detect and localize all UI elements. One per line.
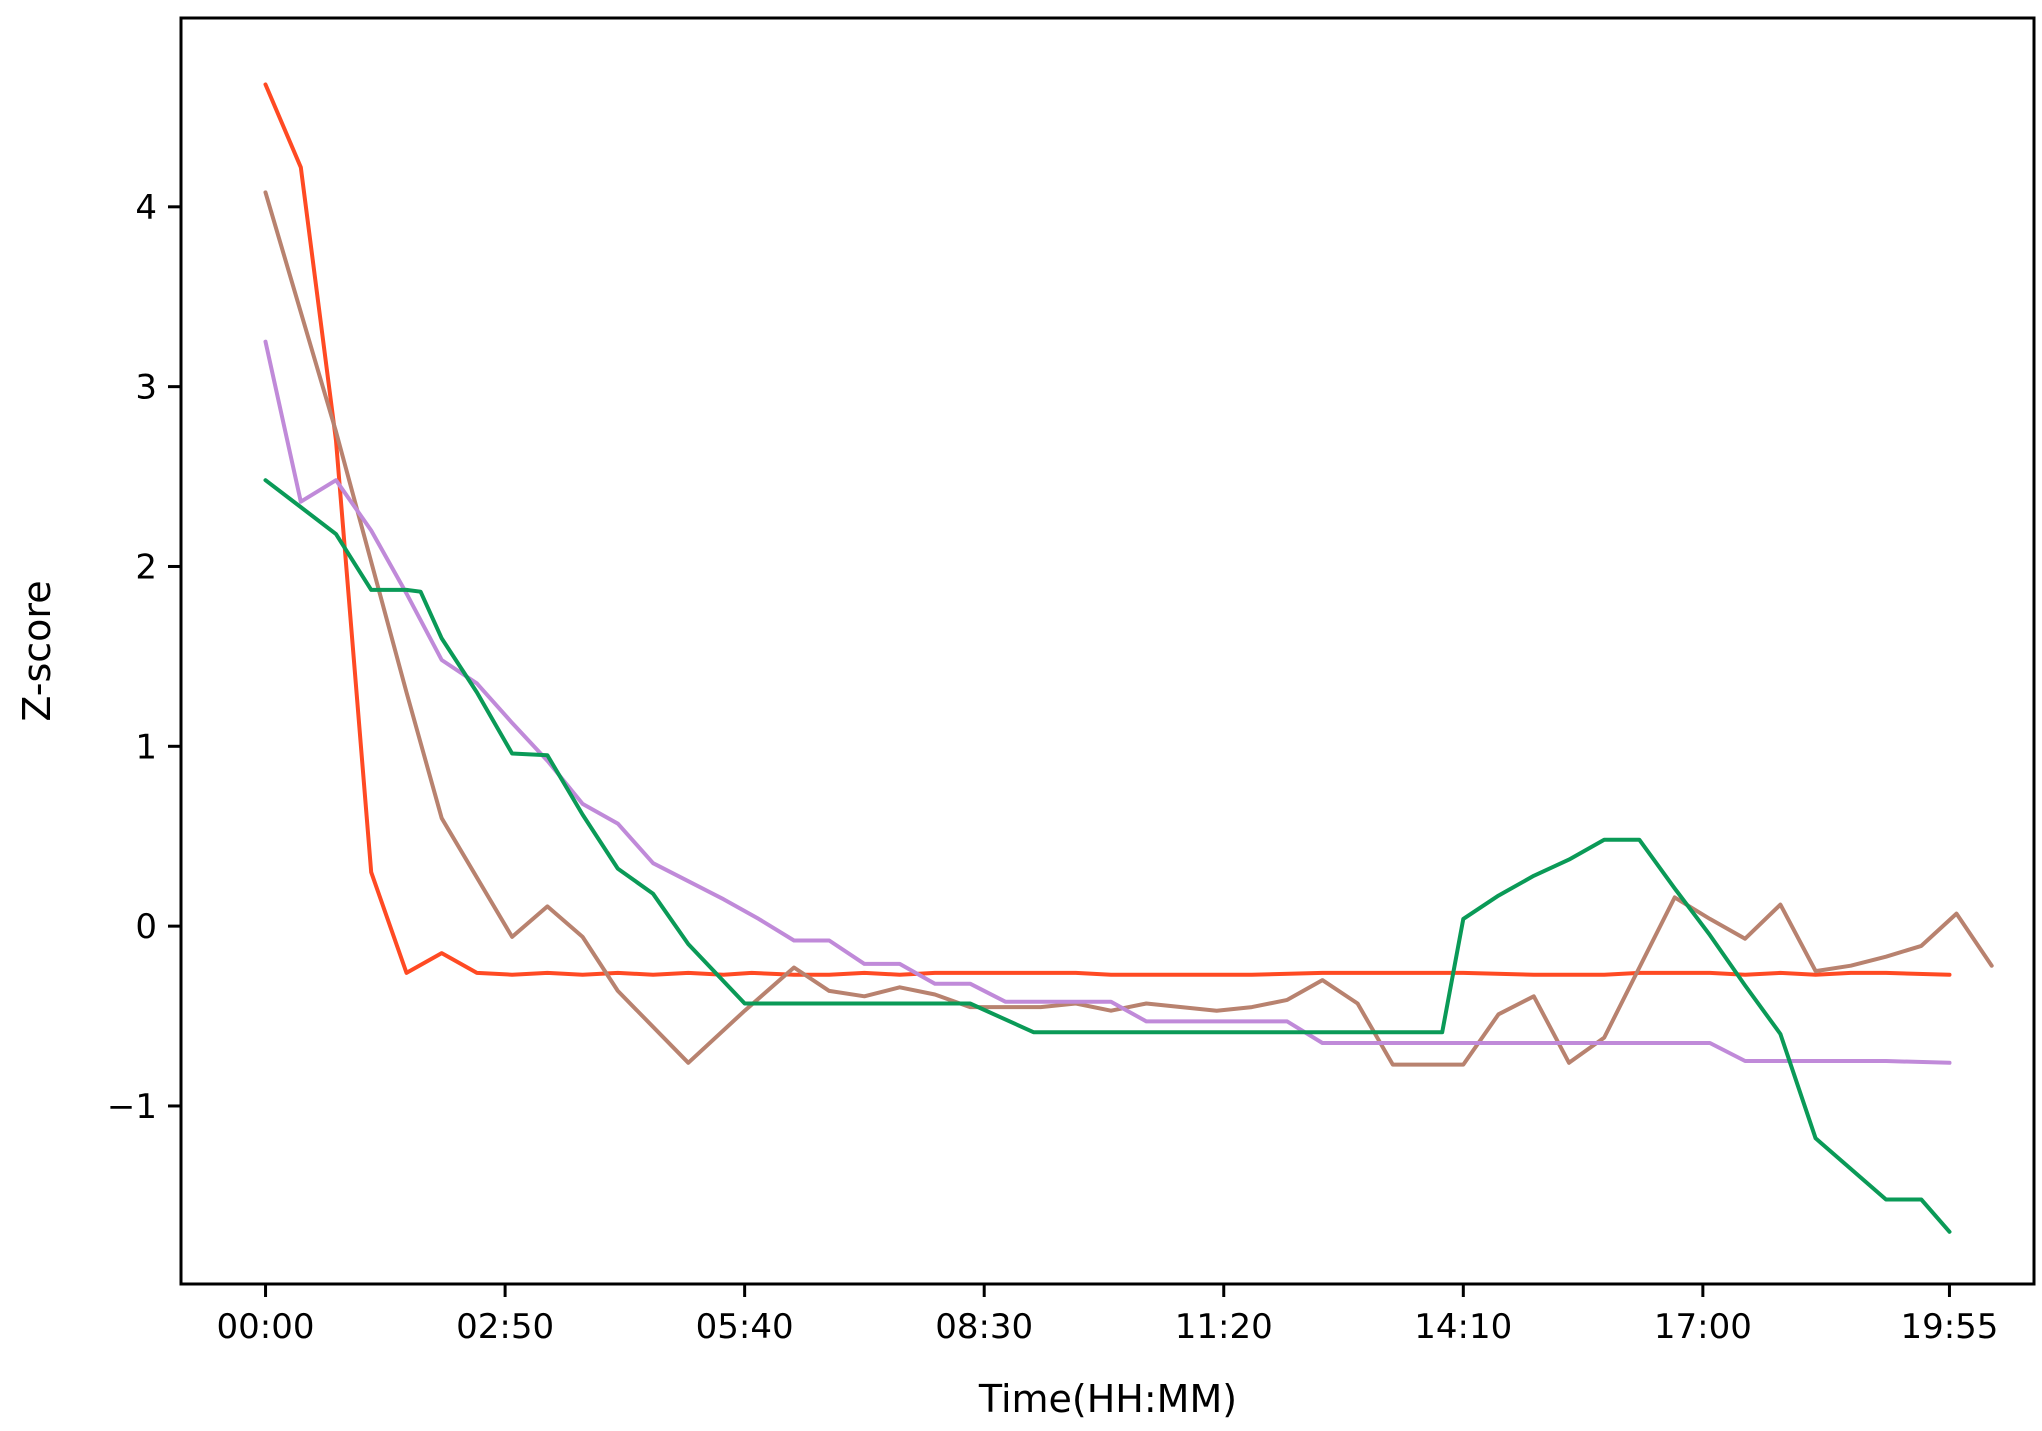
plot-frame bbox=[179, 16, 2036, 1286]
x-tick-label: 11:20 bbox=[1175, 1307, 1273, 1347]
series-line-1 bbox=[263, 82, 1952, 977]
axis-layer: 00:00 02:50 05:40 08:30 11:20 14:10 17:00 19:55… bbox=[107, 188, 1999, 1347]
y-tick-label: −1 bbox=[107, 1087, 157, 1127]
x-tick-label: 17:00 bbox=[1654, 1307, 1752, 1347]
y-tick-label: 4 bbox=[135, 188, 157, 228]
series-line-4 bbox=[263, 478, 1952, 1234]
y-tick-label: 1 bbox=[135, 727, 157, 767]
series-line-2 bbox=[263, 190, 1994, 1067]
series-layer bbox=[263, 82, 1994, 1234]
x-tick-label: 14:10 bbox=[1414, 1307, 1512, 1347]
x-tick-label: 02:50 bbox=[456, 1307, 554, 1347]
x-tick-label: 08:30 bbox=[935, 1307, 1033, 1347]
x-tick-label: 00:00 bbox=[217, 1307, 315, 1347]
y-tick-label: 3 bbox=[135, 368, 157, 408]
x-tick-label: 19:55 bbox=[1900, 1307, 1998, 1347]
series-line-3 bbox=[263, 339, 1952, 1065]
y-tick-label: 0 bbox=[135, 907, 157, 947]
y-tick-label: 2 bbox=[135, 547, 157, 587]
x-tick-label: 05:40 bbox=[696, 1307, 794, 1347]
x-axis-label: Time(HH:MM) bbox=[978, 1377, 1237, 1421]
y-axis-label: Z-score bbox=[15, 580, 59, 721]
